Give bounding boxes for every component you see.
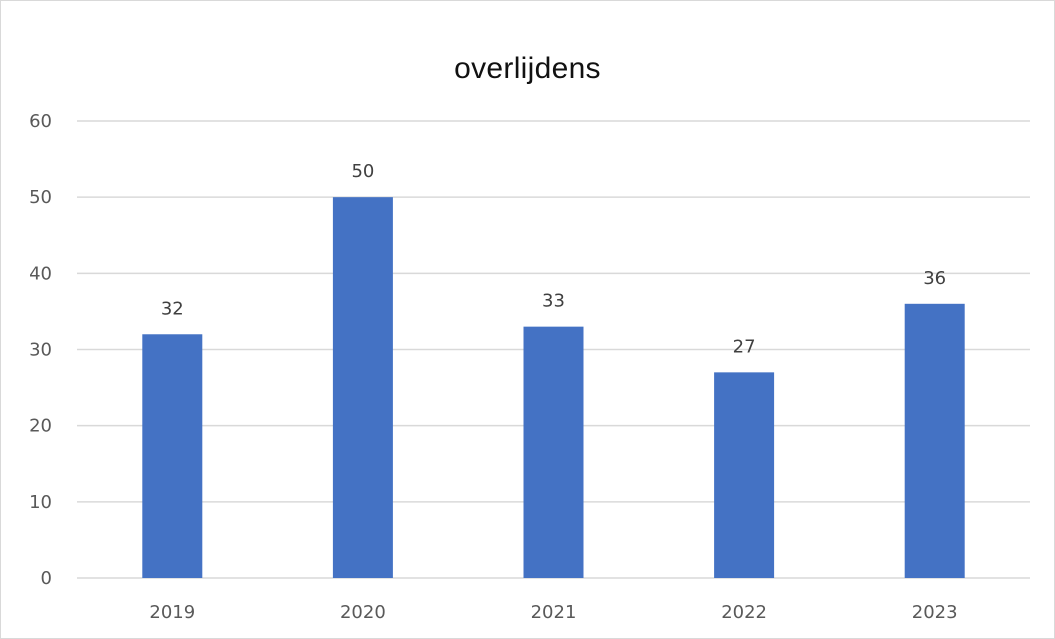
y-tick-label-10: 10 [29,492,52,513]
data-labels: 32 50 33 27 36 [161,161,946,357]
x-tick-label-2019: 2019 [149,602,195,623]
data-label-2019: 32 [161,298,184,319]
bar-2020 [332,197,393,578]
y-tick-label-0: 0 [41,568,52,589]
data-label-2020: 50 [351,161,374,182]
y-tick-label-30: 30 [29,340,52,361]
bars [142,197,965,578]
y-tick-label-40: 40 [29,263,52,284]
x-tick-label-2021: 2021 [531,602,577,623]
y-tick-label-20: 20 [29,416,52,437]
bar-2023 [904,303,965,578]
y-tick-label-60: 60 [29,111,52,132]
bar-2019 [142,334,203,578]
x-axis-tick-labels: 2019 2020 2021 2022 2023 [149,602,957,623]
bar-2022 [714,372,775,578]
chart-title: overlijdens [454,52,601,85]
y-tick-label-50: 50 [29,187,52,208]
x-tick-label-2023: 2023 [912,602,958,623]
data-label-2021: 33 [542,291,565,312]
data-label-2023: 36 [923,268,946,289]
x-tick-label-2022: 2022 [721,602,767,623]
data-label-2022: 27 [733,336,756,357]
bar-2021 [523,326,584,578]
x-tick-label-2020: 2020 [340,602,386,623]
y-axis-tick-labels: 0 10 20 30 40 50 60 [29,111,52,589]
